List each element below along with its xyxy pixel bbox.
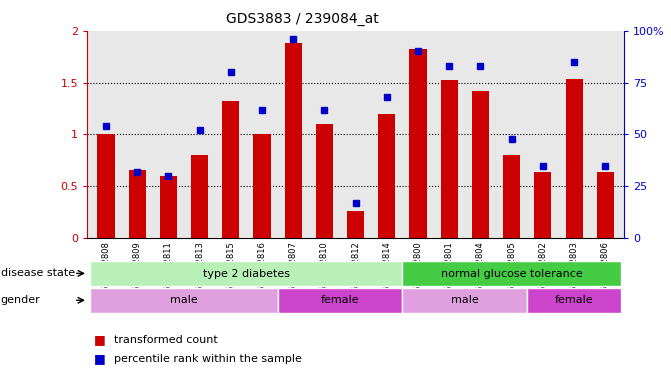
Text: male: male (170, 295, 198, 306)
Bar (129, 170, 146, 238)
Bar (503, 155, 520, 238)
Bar (597, 172, 614, 238)
Text: percentile rank within the sample: percentile rank within the sample (114, 354, 302, 364)
Text: female: female (555, 295, 593, 306)
Bar (409, 50, 427, 238)
Text: gender: gender (1, 295, 40, 305)
Text: male: male (451, 295, 478, 306)
Text: GDS3883 / 239084_at: GDS3883 / 239084_at (225, 12, 378, 25)
Bar (566, 79, 582, 238)
Bar (403, 261, 621, 286)
Text: ■: ■ (94, 353, 106, 366)
Bar (91, 288, 278, 313)
Bar (278, 288, 403, 313)
Text: disease state: disease state (1, 268, 74, 278)
Text: ■: ■ (94, 333, 106, 346)
Bar (378, 114, 395, 238)
Bar (91, 261, 403, 286)
Bar (285, 43, 302, 238)
Bar (527, 288, 621, 313)
Text: type 2 diabetes: type 2 diabetes (203, 268, 290, 279)
Bar (316, 124, 333, 238)
Text: normal glucose tolerance: normal glucose tolerance (441, 268, 582, 279)
Text: transformed count: transformed count (114, 335, 218, 345)
Bar (160, 176, 177, 238)
Bar (191, 155, 208, 238)
Text: female: female (321, 295, 360, 306)
Bar (97, 134, 115, 238)
Bar (403, 288, 527, 313)
Bar (441, 81, 458, 238)
Bar (222, 101, 240, 238)
Bar (534, 172, 552, 238)
Bar (254, 134, 270, 238)
Bar (347, 211, 364, 238)
Bar (472, 91, 489, 238)
